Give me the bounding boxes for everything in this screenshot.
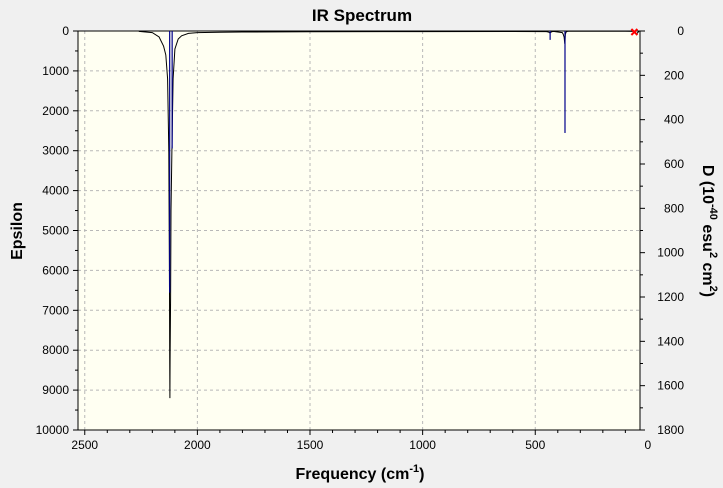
x-tick-label: 2000	[184, 438, 211, 452]
y-tick-label: 2000	[42, 104, 69, 118]
y2-tick-label: 400	[664, 113, 684, 127]
x-tick-label: 1000	[409, 438, 436, 452]
y-tick-label: 7000	[42, 303, 69, 317]
x-axis-title: Frequency (cm-1)	[296, 463, 425, 483]
y-tick-label: 9000	[42, 383, 69, 397]
y-tick-label: 0	[62, 24, 69, 38]
y2-tick-label: 1200	[657, 290, 684, 304]
y-axis-title: Epsilon	[9, 202, 26, 260]
spectrum-line	[138, 30, 640, 399]
x-axis-title-end: )	[419, 466, 424, 483]
x-axis-title-sup: -1	[409, 463, 419, 475]
y2-tick-label: 1400	[657, 334, 684, 348]
y2-tick-label: 200	[664, 68, 684, 82]
y2-tick-label: 1800	[657, 423, 684, 437]
y2-tick-label: 0	[677, 24, 684, 38]
y2-axis-title: D (10-40 esu2 cm2)	[699, 165, 719, 297]
x-tick-label: 1500	[297, 438, 324, 452]
y-tick-label: 4000	[42, 184, 69, 198]
y2-tick-label: 1600	[657, 379, 684, 393]
chart-title: IR Spectrum	[312, 6, 412, 25]
y2-tick-label: 600	[664, 157, 684, 171]
y2-tick-label: 1000	[657, 246, 684, 260]
x-axis-title-main: Frequency (cm	[296, 466, 410, 483]
red-cross-marker	[630, 28, 639, 36]
y-tick-label: 1000	[42, 64, 69, 78]
y-tick-label: 6000	[42, 263, 69, 277]
x-tick-label: 2500	[71, 438, 98, 452]
y2-tick-label: 800	[664, 201, 684, 215]
y-tick-label: 3000	[42, 144, 69, 158]
x-tick-label: 0	[645, 438, 652, 452]
y-tick-label: 8000	[42, 343, 69, 357]
x-tick-label: 500	[525, 438, 545, 452]
y-tick-label: 5000	[42, 224, 69, 238]
y-tick-label: 10000	[36, 423, 70, 437]
